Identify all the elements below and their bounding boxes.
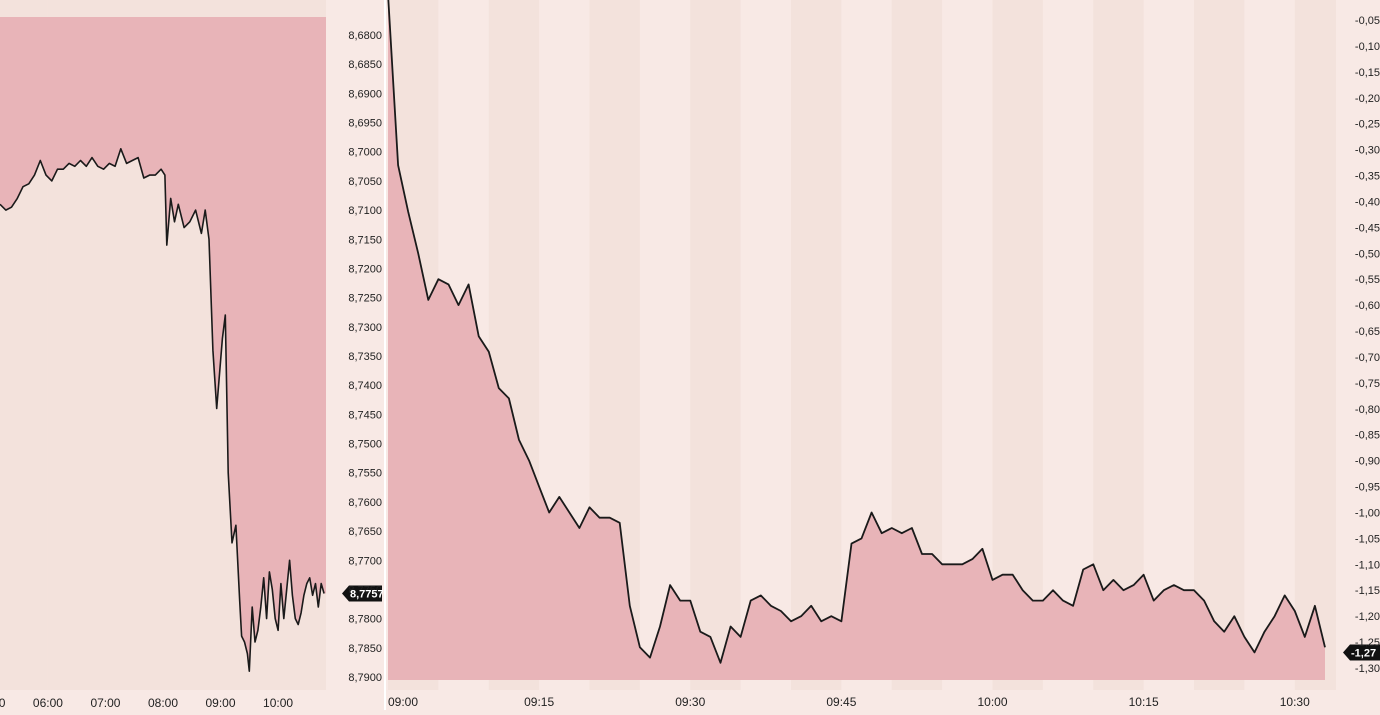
y-tick-label: -0,05 <box>1355 15 1380 27</box>
y-tick-label: 8,7100 <box>348 205 382 217</box>
y-tick-label: 8,7300 <box>348 322 382 334</box>
y-tick-label: 8,7650 <box>348 526 382 538</box>
y-tick-label: 8,6900 <box>348 88 382 100</box>
chart-panel-1 <box>0 0 382 690</box>
y-tick-label: 8,7150 <box>348 234 382 246</box>
y-tick-label: -0,10 <box>1355 41 1380 53</box>
grid-band <box>791 0 842 690</box>
y-tick-label: 8,7200 <box>348 263 382 275</box>
y-tick-label: -0,75 <box>1355 378 1380 390</box>
y-tick-label: 8,6950 <box>348 118 382 130</box>
x-tick-label: 10:15 <box>1129 695 1159 709</box>
x-tick-label: 10:00 <box>263 696 293 710</box>
y-tick-label: 8,7900 <box>348 672 382 684</box>
y-tick-label: 8,7400 <box>348 380 382 392</box>
y-tick-label: -0,40 <box>1355 196 1380 208</box>
y-tick-label: 8,7800 <box>348 614 382 626</box>
series-area <box>388 0 1325 680</box>
y-tick-label: 8,7000 <box>348 147 382 159</box>
y-tick-label: 8,7750 <box>348 584 382 596</box>
y-tick-label: -0,15 <box>1355 67 1380 79</box>
x-tick-label: 09:45 <box>826 695 856 709</box>
x-tick-label: 09:00 <box>388 695 418 709</box>
y-tick-label: -0,85 <box>1355 430 1380 442</box>
y-tick-label: -1,05 <box>1355 533 1380 545</box>
y-tick-label: -0,70 <box>1355 352 1380 364</box>
y-tick-label: 8,6800 <box>348 30 382 42</box>
last-value-label: 8,7757 <box>350 589 384 601</box>
chart-panel-2 <box>387 0 1380 690</box>
y-tick-label: -1,25 <box>1355 637 1380 649</box>
grid-band <box>1194 0 1245 690</box>
y-tick-label: -1,00 <box>1355 507 1380 519</box>
y-tick-label: -1,15 <box>1355 585 1380 597</box>
x-tick-label: 09:30 <box>675 695 705 709</box>
y-tick-label: -0,95 <box>1355 482 1380 494</box>
x-tick-label: 06:00 <box>33 696 63 710</box>
y-tick-label: 8,7250 <box>348 293 382 305</box>
y-tick-label: -0,90 <box>1355 456 1380 468</box>
y-tick-label: -0,20 <box>1355 93 1380 105</box>
grid-band <box>1093 0 1144 690</box>
y-tick-label: 8,7050 <box>348 176 382 188</box>
y-tick-label: 8,7850 <box>348 643 382 655</box>
series-line <box>387 0 1326 664</box>
x-tick-label: 09:15 <box>524 695 554 709</box>
y-tick-label: -0,80 <box>1355 404 1380 416</box>
x-tick-label: 10:00 <box>978 695 1008 709</box>
y-tick-label: -0,25 <box>1355 119 1380 131</box>
y-tick-label: 8,7350 <box>348 351 382 363</box>
x-tick-label: 09:00 <box>206 696 236 710</box>
series-line <box>0 148 325 672</box>
y-tick-label: 8,7550 <box>348 468 382 480</box>
last-value-badge <box>342 585 382 602</box>
y-tick-label: 8,6850 <box>348 59 382 71</box>
y-tick-label: -0,50 <box>1355 248 1380 260</box>
x-tick-label: 10:30 <box>1280 695 1310 709</box>
grid-band <box>690 0 741 690</box>
y-tick-label: -0,30 <box>1355 145 1380 157</box>
y-tick-label: -0,55 <box>1355 274 1380 286</box>
y-tick-label: 8,7450 <box>348 409 382 421</box>
y-tick-label: -0,60 <box>1355 300 1380 312</box>
grid-band <box>1294 0 1336 690</box>
y-tick-label: 8,7500 <box>348 439 382 451</box>
y-tick-label: -1,10 <box>1355 559 1380 571</box>
x-tick-label: 07:00 <box>90 696 120 710</box>
last-value-badge <box>1343 644 1380 661</box>
x-tick-label: 05:00 <box>0 696 6 710</box>
series-area <box>0 17 326 672</box>
y-tick-label: -1,30 <box>1355 663 1380 675</box>
y-tick-label: 8,7600 <box>348 497 382 509</box>
y-tick-label: -1,20 <box>1355 611 1380 623</box>
y-tick-label: -0,65 <box>1355 326 1380 338</box>
y-tick-label: -0,35 <box>1355 171 1380 183</box>
y-tick-label: -0,45 <box>1355 222 1380 234</box>
x-tick-label: 08:00 <box>148 696 178 710</box>
y-tick-label: 8,7700 <box>348 555 382 567</box>
last-value-label: -1,27 <box>1351 647 1376 659</box>
